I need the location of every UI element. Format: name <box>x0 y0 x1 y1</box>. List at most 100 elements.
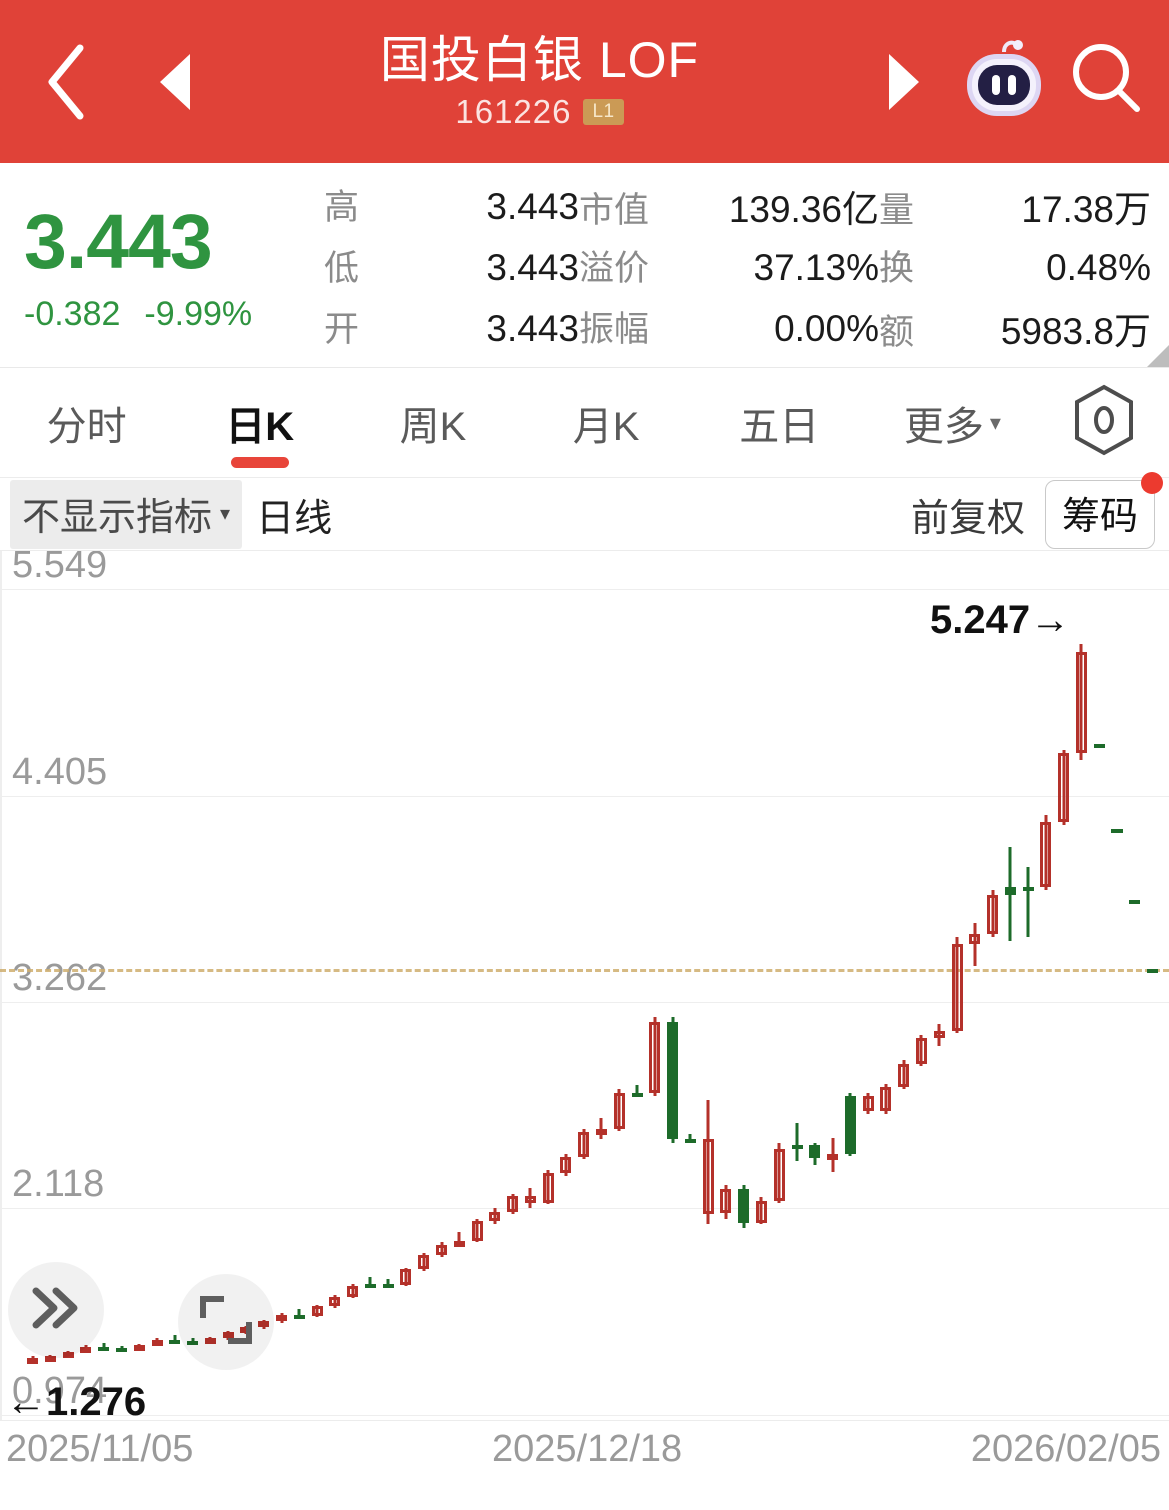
candle-wick <box>706 1099 710 1225</box>
field-value: 17.38万 <box>1021 188 1151 230</box>
candle-series <box>10 551 1169 1420</box>
search-icon <box>1067 39 1147 124</box>
x-axis: 2025/11/05 2025/12/18 2026/02/05 <box>0 1420 1169 1478</box>
candle <box>1058 749 1070 826</box>
candle-body <box>1004 886 1016 895</box>
candle <box>453 1232 465 1247</box>
back-button[interactable] <box>0 42 130 122</box>
candle <box>116 1345 128 1352</box>
adjust-mode-button[interactable]: 前复权 <box>910 497 1025 540</box>
quote-field-high: 高 3.443 <box>324 179 579 240</box>
chart-settings-button[interactable] <box>1039 384 1169 461</box>
candle-body <box>702 1138 714 1214</box>
y-tick-label: 2.118 <box>12 1163 105 1206</box>
y-axis-line <box>0 551 2 1420</box>
tab-label: 日K <box>225 404 295 449</box>
candle <box>1129 900 1141 905</box>
candle <box>915 1034 927 1067</box>
candle <box>1040 814 1052 891</box>
candlestick-chart[interactable]: 5.549 4.405 3.262 2.118 0.974 5.247→ ←1.276 … <box>0 550 1169 1478</box>
tab-more[interactable]: 更多 ▾ <box>866 368 1039 477</box>
candle <box>347 1283 359 1299</box>
previous-stock-button[interactable] <box>130 53 220 110</box>
candle-wick <box>902 1060 906 1089</box>
candle <box>951 937 963 1033</box>
indicator-select-label: 不显示指标 <box>22 496 213 539</box>
candle-body <box>471 1221 483 1241</box>
low-price-annotation: ←1.276 <box>6 1380 147 1420</box>
tab-week-k[interactable]: 周K <box>346 368 519 477</box>
candle <box>702 1099 714 1225</box>
triangle-right-icon <box>889 53 919 110</box>
candle <box>791 1123 803 1162</box>
candle-wick <box>919 1034 923 1067</box>
candle <box>720 1184 732 1219</box>
candle-wick <box>937 1023 941 1046</box>
reference-line <box>0 969 1169 973</box>
tab-day-k[interactable]: 日K <box>173 368 346 477</box>
candle-wick <box>1062 749 1066 826</box>
candle <box>524 1188 536 1209</box>
chips-button[interactable]: 筹码 <box>1044 471 1163 549</box>
candle-body <box>1111 828 1123 833</box>
candle-body <box>62 1351 74 1358</box>
candle-body <box>80 1346 92 1353</box>
candle <box>1022 866 1034 938</box>
stock-title-block[interactable]: 国投白银 LOF 161226 L1 <box>220 32 859 132</box>
candle <box>311 1304 323 1318</box>
candle-body <box>791 1144 803 1149</box>
quote-field-open: 开 3.443 <box>324 301 579 362</box>
fast-forward-button[interactable] <box>8 1262 104 1358</box>
candle-body <box>738 1189 750 1223</box>
candle-wick <box>653 1016 657 1097</box>
field-value: 0.48% <box>1046 246 1151 288</box>
x-tick-label: 2026/02/05 <box>970 1428 1161 1470</box>
fit-screen-button[interactable] <box>178 1274 274 1370</box>
candle <box>80 1345 92 1353</box>
candle-body <box>329 1296 341 1307</box>
tab-five-day[interactable]: 五日 <box>693 368 866 477</box>
gridline <box>0 1208 1169 1210</box>
page-title: 国投白银 LOF <box>379 31 700 88</box>
candle <box>400 1267 412 1286</box>
candle-wick <box>511 1193 515 1214</box>
candle-body <box>720 1189 732 1214</box>
candle <box>204 1337 216 1345</box>
gridline <box>0 589 1169 590</box>
candle <box>987 890 999 938</box>
candle-body <box>898 1063 910 1088</box>
candle <box>329 1294 341 1309</box>
indicator-select[interactable]: 不显示指标 ▾ <box>10 479 243 549</box>
candle <box>258 1320 270 1329</box>
change-value: -0.382 <box>24 295 121 334</box>
tab-month-k[interactable]: 月K <box>520 368 693 477</box>
candle-wick <box>315 1304 319 1318</box>
candle-wick <box>866 1092 870 1115</box>
field-value: 139.36亿 <box>728 188 879 230</box>
price-block: 3.443 -0.382 -9.99% <box>24 173 324 367</box>
field-label: 市值 <box>579 190 650 230</box>
candle <box>933 1023 945 1046</box>
candle-body <box>809 1144 821 1158</box>
candle-body <box>204 1338 216 1345</box>
expand-corner-icon[interactable] <box>1147 345 1169 367</box>
candle <box>773 1143 785 1203</box>
candle-body <box>613 1092 625 1129</box>
candle-wick <box>102 1343 106 1349</box>
candle-body <box>1129 900 1141 905</box>
candle-wick <box>884 1083 888 1115</box>
search-button[interactable] <box>1059 39 1169 124</box>
candle <box>1111 828 1123 833</box>
quote-column-1: 高 3.443 低 3.443 开 3.443 <box>324 173 579 367</box>
field-value: 37.13% <box>753 246 880 288</box>
candle <box>809 1143 821 1165</box>
y-tick-label: 4.405 <box>12 750 108 793</box>
candle-wick <box>440 1242 443 1258</box>
quote-column-3: 量 17.38万 换 0.48% 额 5983.8万 <box>879 173 1151 367</box>
candle <box>649 1016 661 1097</box>
candle-body <box>169 1339 181 1344</box>
tab-fenshi[interactable]: 分时 <box>0 368 173 477</box>
candle-body <box>400 1269 412 1285</box>
next-stock-button[interactable] <box>859 53 949 110</box>
ai-assistant-button[interactable] <box>949 34 1059 129</box>
